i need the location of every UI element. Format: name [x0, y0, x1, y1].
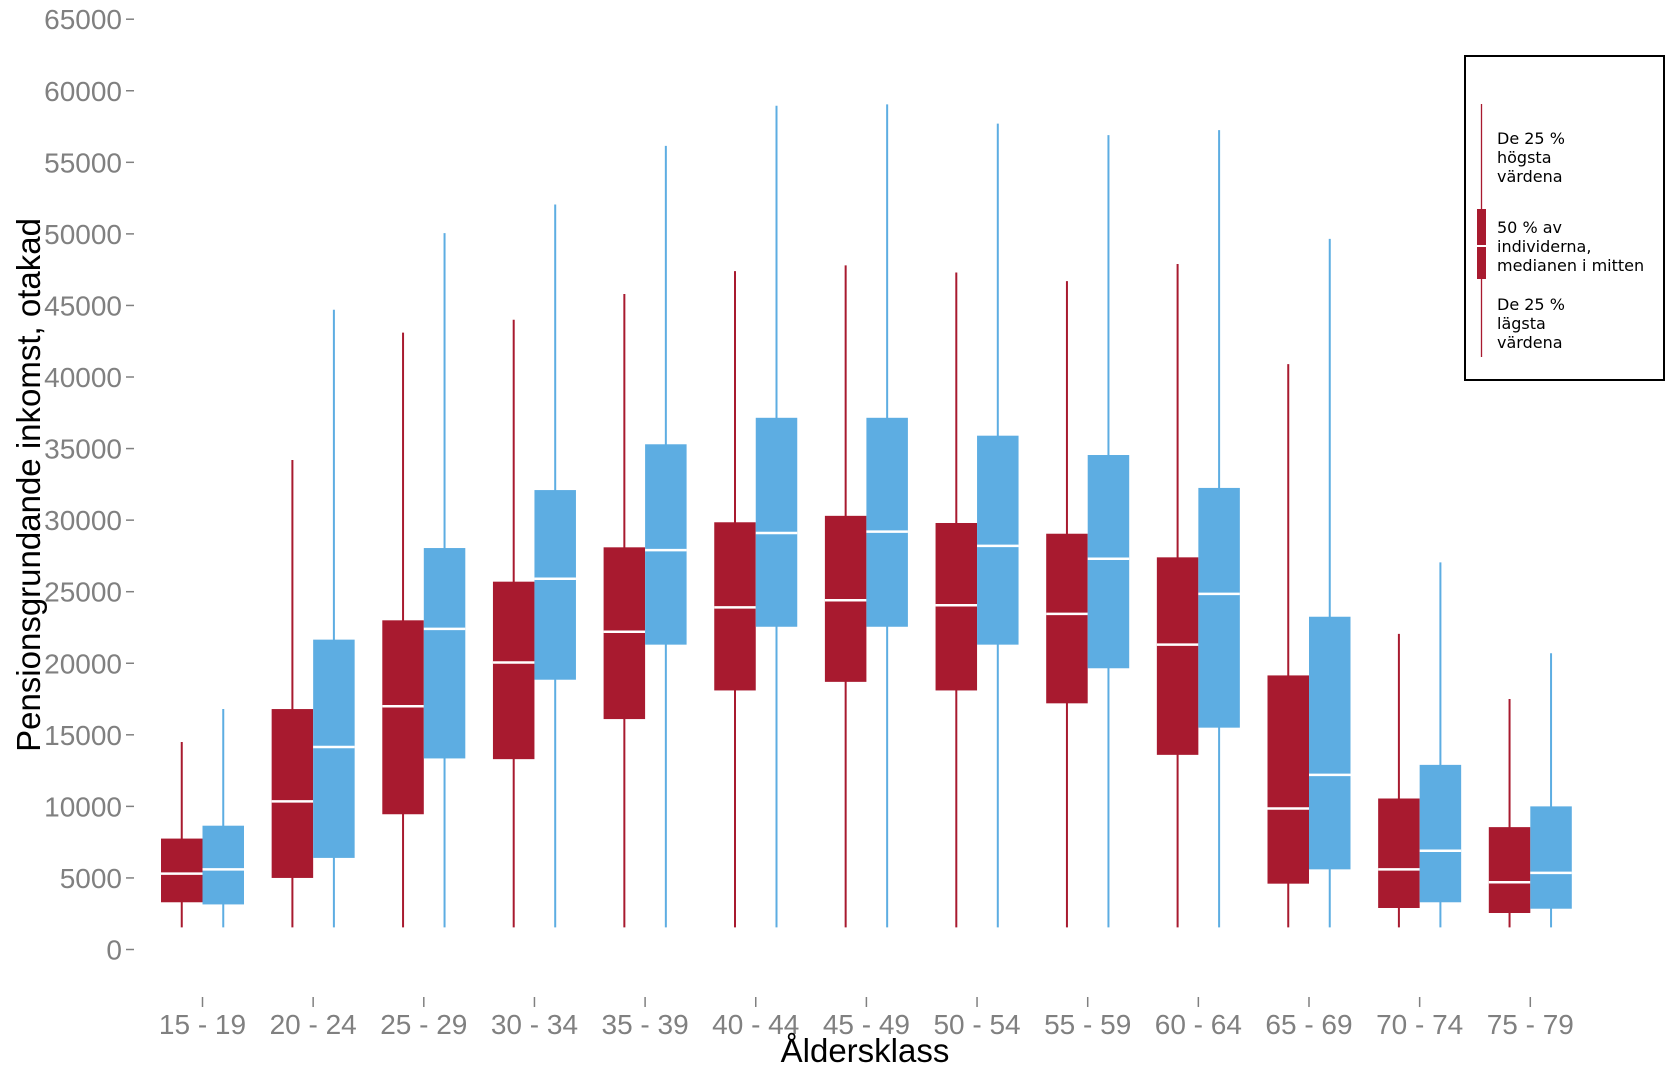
legend-middle-line-2: individerna,: [1497, 237, 1591, 256]
series-2: [202, 104, 1572, 928]
series-1-box-60-64: [1156, 557, 1199, 755]
legend-lower-line-3: värdena: [1497, 333, 1563, 352]
y-tick-label-45000: 45000: [44, 290, 122, 321]
y-tick-label-35000: 35000: [44, 434, 122, 465]
x-tick-label-50-54: 50 - 54: [933, 1009, 1020, 1040]
legend-middle-line-1: 50 % av: [1497, 218, 1562, 237]
x-tick-label-25-29: 25 - 29: [380, 1009, 467, 1040]
y-tick-label-30000: 30000: [44, 505, 122, 536]
series-2-box-35-39: [645, 444, 687, 645]
series-1: [161, 263, 1531, 928]
legend-frame: [1464, 55, 1665, 381]
y-tick-label-60000: 60000: [44, 76, 122, 107]
legend-box: [1477, 209, 1486, 279]
series-2-box-50-54: [977, 435, 1019, 645]
series-1-box-55-59: [1046, 533, 1088, 704]
legend-upper-line-1: De 25 %: [1497, 129, 1565, 148]
y-tick-label-55000: 55000: [44, 147, 122, 178]
series-2-box-25-29: [423, 548, 466, 759]
series-1-box-70-74: [1378, 798, 1420, 908]
y-tick-label-5000: 5000: [60, 863, 122, 894]
series-2-box-70-74: [1419, 764, 1462, 903]
plot-area: [161, 104, 1572, 928]
x-tick-label-30-34: 30 - 34: [491, 1009, 578, 1040]
series-1-box-65-69: [1267, 675, 1309, 884]
series-1-box-25-29: [382, 620, 424, 815]
y-axis: 0 5000 10000 15000 20000 25000 30000 35000 40000…: [44, 4, 134, 966]
y-tick-label-10000: 10000: [44, 791, 122, 822]
y-tick-label-15000: 15000: [44, 720, 122, 751]
x-tick-label-70-74: 70 - 74: [1376, 1009, 1463, 1040]
series-2-box-20-24: [313, 639, 355, 858]
series-2-box-75-79: [1530, 806, 1572, 909]
series-2-box-55-59: [1087, 455, 1130, 669]
x-axis-title: Åldersklass: [781, 1032, 950, 1067]
y-tick-label-0: 0: [106, 935, 122, 966]
x-tick-label-15-19: 15 - 19: [159, 1009, 246, 1040]
y-tick-label-65000: 65000: [44, 4, 122, 35]
series-1-box-15-19: [161, 838, 203, 903]
y-tick-label-40000: 40000: [44, 362, 122, 393]
x-tick-label-55-59: 55 - 59: [1044, 1009, 1131, 1040]
series-2-box-40-44: [755, 417, 798, 627]
legend: De 25 % högsta värdena 50 % av individer…: [1464, 55, 1665, 381]
series-2-box-60-64: [1198, 487, 1240, 728]
x-tick-label-35-39: 35 - 39: [602, 1009, 689, 1040]
series-2-box-30-34: [534, 490, 576, 680]
x-tick-label-60-64: 60 - 64: [1155, 1009, 1242, 1040]
x-tick-label-45-49: 45 - 49: [823, 1009, 910, 1040]
series-1-box-30-34: [492, 581, 535, 760]
series-2-box-15-19: [202, 825, 244, 905]
x-tick-label-20-24: 20 - 24: [270, 1009, 357, 1040]
x-tick-label-65-69: 65 - 69: [1265, 1009, 1352, 1040]
y-tick-label-20000: 20000: [44, 648, 122, 679]
series-1-box-45-49: [824, 515, 867, 682]
y-axis-title: Pensionsgrundande inkomst, otakad: [10, 218, 47, 752]
y-tick-label-25000: 25000: [44, 577, 122, 608]
series-1-box-20-24: [271, 709, 314, 878]
x-tick-label-75-79: 75 - 79: [1487, 1009, 1574, 1040]
series-1-box-75-79: [1488, 827, 1531, 914]
x-tick-label-40-44: 40 - 44: [712, 1009, 799, 1040]
legend-lower-line-1: De 25 %: [1497, 295, 1565, 314]
y-tick-label-50000: 50000: [44, 219, 122, 250]
legend-middle-line-3: medianen i mitten: [1497, 256, 1644, 275]
legend-lower-line-2: lägsta: [1497, 314, 1546, 333]
series-1-box-35-39: [603, 547, 646, 720]
x-axis: 15 - 19 20 - 24 25 - 29 30 - 34 35 - 39 40 - …: [159, 997, 1574, 1040]
series-2-box-45-49: [866, 417, 908, 627]
legend-upper-line-3: värdena: [1497, 167, 1563, 186]
series-2-box-65-69: [1309, 616, 1351, 870]
series-1-box-50-54: [935, 522, 978, 691]
legend-upper-line-2: högsta: [1497, 148, 1552, 167]
